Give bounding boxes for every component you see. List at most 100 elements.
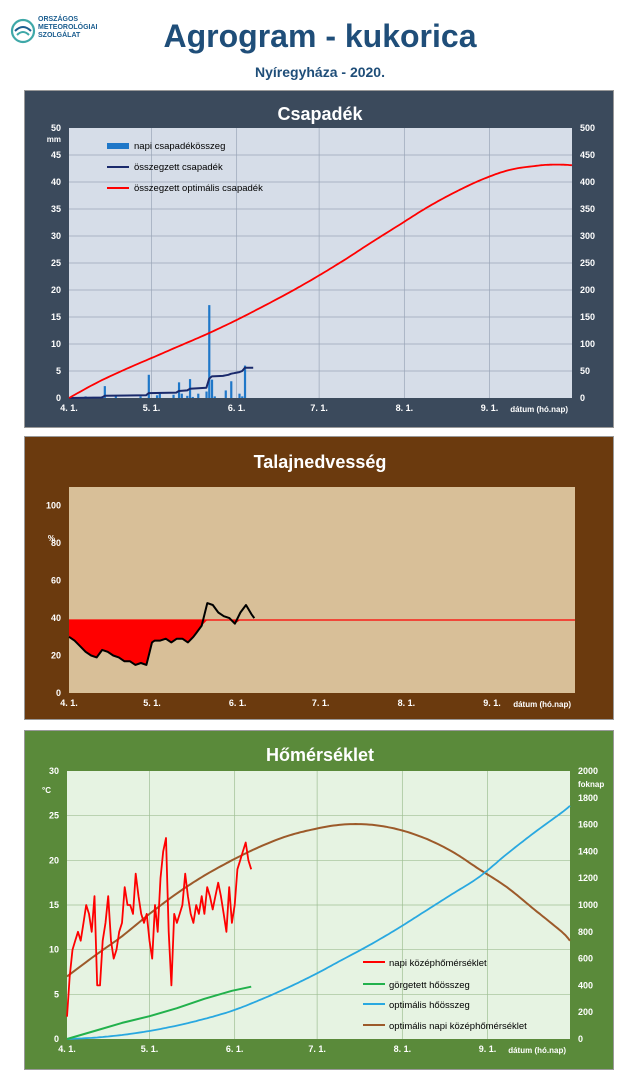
x-tick-label: 6. 1.: [228, 403, 246, 413]
series-optimalis-csapadek: [68, 163, 573, 399]
x-tick-label: 9. 1.: [483, 698, 501, 708]
precip-bar: [238, 393, 241, 398]
x-tick-label: 8. 1.: [398, 698, 416, 708]
series-optimalis-hoosszeg: [66, 805, 571, 1040]
y-left-tick-label: 5: [56, 366, 61, 376]
precip-bar: [243, 365, 247, 398]
precipitation-chart: Csapadék 0 5 10 15 20 25 30 35 40 45 50 4. 1. 5. 1. 6.…: [47, 104, 595, 414]
x-tick-label: 6. 1.: [226, 1044, 244, 1054]
y-right-tick-label: 1000: [578, 900, 598, 910]
y-right-tick-label: 600: [578, 954, 593, 964]
x-axis-label: dátum (hó.nap): [513, 700, 571, 709]
precip-bar: [158, 393, 161, 398]
y-right-tick-label: 200: [580, 285, 595, 295]
legend-label: optimális napi középhőmérséklet: [389, 1021, 527, 1032]
y-right-tick-label: 300: [580, 231, 595, 241]
plot-area: [69, 487, 575, 693]
x-tick-label: 4. 1.: [60, 403, 78, 413]
y-right-tick-label: 800: [578, 927, 593, 937]
y-left-unit: °C: [42, 786, 51, 795]
soil-moisture-panel: Talajnedvesség 0 20 40 60 80 100 4. 1. 5. 1. 6. 1…: [24, 436, 614, 720]
y-right-tick-label: 0: [578, 1034, 583, 1044]
x-tick-label: 6. 1.: [229, 698, 247, 708]
y-right-tick-label: 350: [580, 204, 595, 214]
precip-bar: [205, 391, 208, 398]
x-tick-label: 7. 1.: [310, 403, 328, 413]
y-left-tick-label: 40: [51, 613, 61, 623]
x-tick-label: 7. 1.: [308, 1044, 326, 1054]
precip-bar: [210, 379, 214, 398]
precip-bar: [208, 305, 211, 398]
y-left-tick-label: 0: [56, 688, 61, 698]
precip-bar: [224, 390, 227, 398]
x-tick-label: 4. 1.: [60, 698, 78, 708]
precip-bar: [241, 396, 244, 398]
y-right-tick-label: 0: [580, 393, 585, 403]
y-left-tick-label: 45: [51, 150, 61, 160]
y-left-tick-label: 80: [51, 538, 61, 548]
x-tick-label: 8. 1.: [396, 403, 414, 413]
temperature-panel: Hőmérséklet 0 5 10 15 20 25 30 4. 1. 5. 1. 6. 1. 7.…: [24, 730, 614, 1070]
x-tick-label: 4. 1.: [58, 1044, 76, 1054]
y-left-tick-label: 5: [54, 989, 59, 999]
y-right-tick-label: 200: [578, 1007, 593, 1017]
y-left-tick-label: 50: [51, 123, 61, 133]
x-tick-label: 5. 1.: [141, 1044, 159, 1054]
y-left-tick-label: 15: [51, 312, 61, 322]
y-left-tick-label: 35: [51, 204, 61, 214]
page-title: Agrogram - kukorica: [163, 18, 477, 54]
y-right-tick-label: 50: [580, 366, 590, 376]
omsz-logo-icon: [10, 18, 36, 44]
logo-line-1: ORSZÁGOS: [38, 16, 79, 23]
legend-swatch: [107, 143, 129, 149]
x-tick-label: 7. 1.: [312, 698, 330, 708]
moisture-deficit-area: [69, 620, 255, 665]
y-right-tick-label: 450: [580, 150, 595, 160]
y-right-tick-label: 1600: [578, 820, 598, 830]
logo-text: ORSZÁGOS METEOROLÓGIAI SZOLGÁLAT: [38, 16, 98, 40]
y-right-tick-label: 1800: [578, 793, 598, 803]
y-right-tick-label: 1400: [578, 846, 598, 856]
series-osszegzett-csapadek: [68, 366, 254, 399]
precip-bar: [180, 393, 183, 398]
series-gorgetett-hoosszeg: [66, 985, 252, 1040]
legend-label: összegzett csapadék: [134, 162, 223, 173]
y-left-tick-label: 40: [51, 177, 61, 187]
page-subtitle: Nyíregyháza - 2020.: [255, 64, 385, 80]
y-right-tick-label: 400: [580, 177, 595, 187]
y-left-tick-label: 20: [51, 285, 61, 295]
chart-title: Hőmérséklet: [266, 745, 374, 765]
precip-bar: [172, 394, 175, 398]
y-left-tick-label: 0: [56, 393, 61, 403]
precip-bar: [186, 395, 189, 398]
x-axis-label: dátum (hó.nap): [508, 1046, 566, 1055]
chart-title: Csapadék: [277, 104, 363, 124]
y-left-tick-label: 15: [49, 900, 59, 910]
y-left-unit: %: [48, 534, 55, 543]
y-left-tick-label: 25: [49, 811, 59, 821]
y-right-tick-label: 150: [580, 312, 595, 322]
precip-bar: [147, 374, 150, 398]
legend-label: görgetett hőösszeg: [389, 980, 470, 991]
logo-line-3: SZOLGÁLAT: [38, 32, 81, 39]
precip-bar: [114, 396, 117, 398]
logo-line-2: METEOROLÓGIAI: [38, 24, 98, 31]
x-tick-label: 9. 1.: [481, 403, 499, 413]
legend-label: összegzett optimális csapadék: [134, 183, 263, 194]
x-tick-label: 5. 1.: [143, 698, 161, 708]
legend-label: napi csapadékösszeg: [134, 141, 225, 152]
y-left-tick-label: 60: [51, 576, 61, 586]
y-right-unit: foknap: [578, 780, 604, 789]
y-right-tick-label: 400: [578, 980, 593, 990]
precip-bar: [155, 395, 159, 398]
y-left-tick-label: 10: [51, 339, 61, 349]
y-left-unit: mm: [47, 135, 61, 144]
precip-bar: [191, 396, 194, 398]
y-right-tick-label: 1200: [578, 873, 598, 883]
temperature-chart: Hőmérséklet 0 5 10 15 20 25 30 4. 1. 5. 1. 6. 1. 7.…: [42, 745, 604, 1055]
chart-title: Talajnedvesség: [254, 452, 387, 472]
x-tick-label: 5. 1.: [143, 403, 161, 413]
precip-bar: [139, 396, 142, 398]
y-left-tick-label: 0: [54, 1034, 59, 1044]
legend-label: napi középhőmérséklet: [389, 958, 487, 969]
